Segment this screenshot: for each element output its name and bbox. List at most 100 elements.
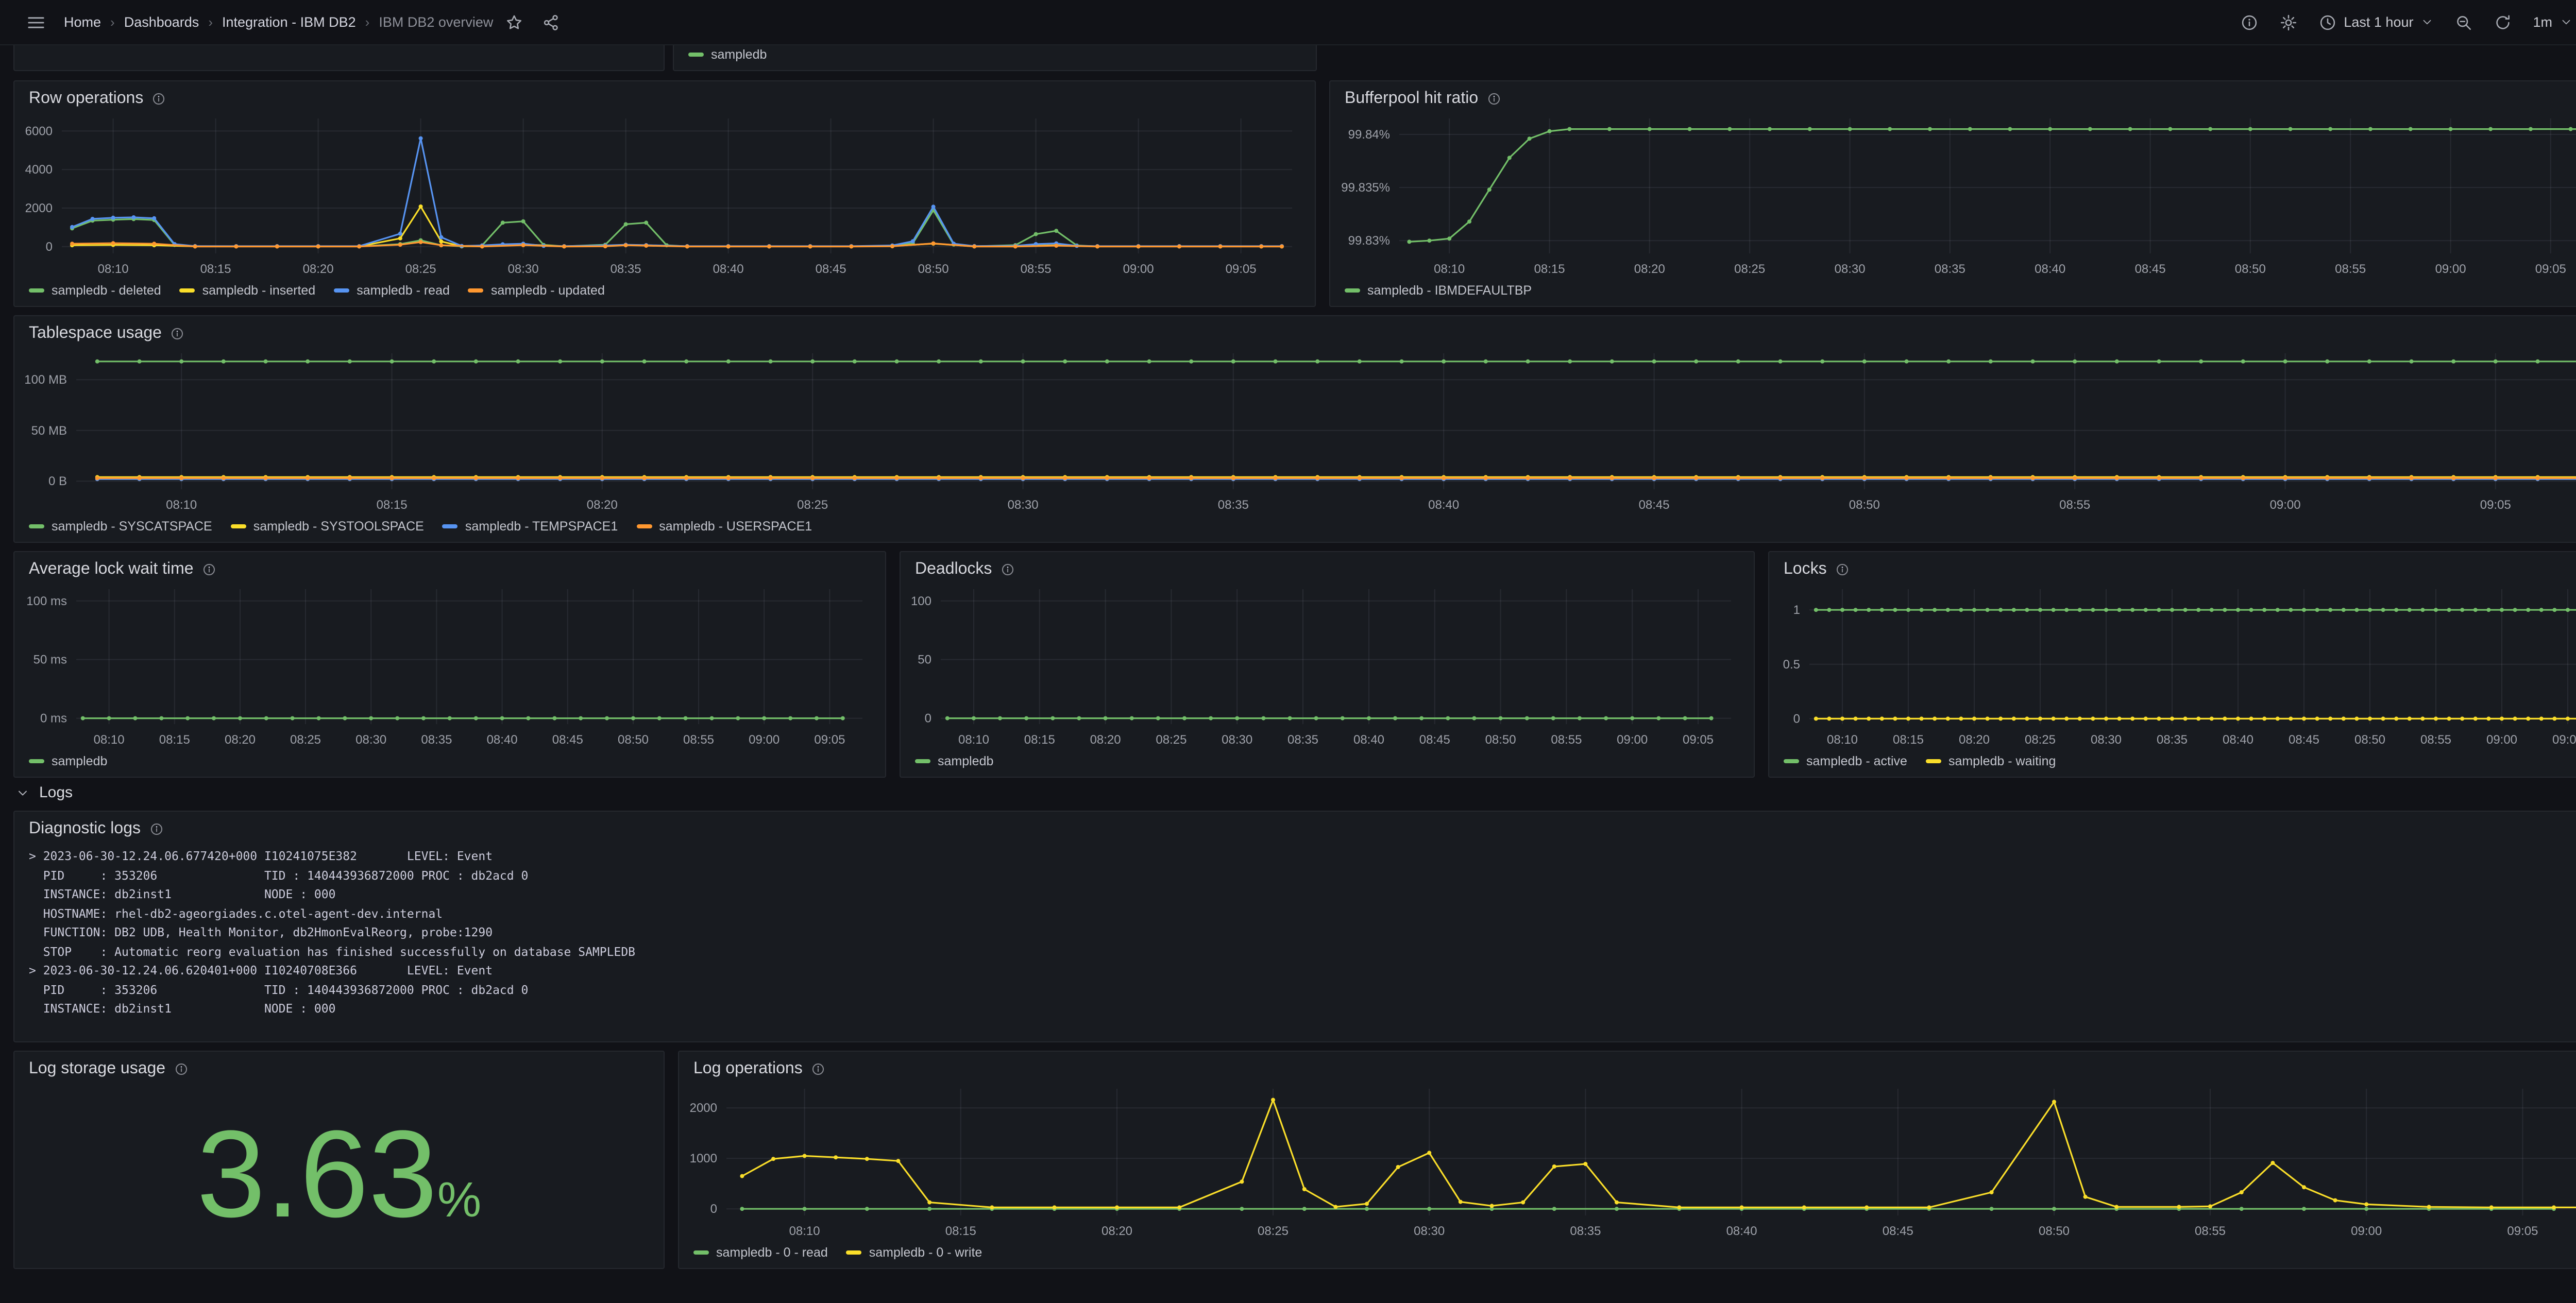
legend-item[interactable]: sampledb - waiting — [1925, 754, 2056, 768]
svg-text:08:15: 08:15 — [159, 733, 190, 747]
menu-toggle-button[interactable] — [19, 7, 54, 38]
legend-item[interactable]: sampledb - SYSCATSPACE — [29, 519, 212, 534]
svg-text:08:25: 08:25 — [1156, 733, 1187, 747]
refresh-icon — [2496, 14, 2510, 29]
hamburger-icon — [28, 16, 44, 28]
legend-swatch — [915, 759, 930, 763]
svg-text:6000: 6000 — [25, 124, 53, 138]
panel-title[interactable]: Deadlocks — [915, 560, 992, 578]
legend-label: sampledb - active — [1806, 754, 1907, 768]
info-circle-icon — [2242, 14, 2257, 30]
timeseries-chart[interactable]: 0 1000 2000 08:10 08:15 08:20 08:25 08:30 08:35 0… — [683, 1081, 2576, 1242]
info-circle-icon[interactable] — [151, 92, 166, 106]
star-outline-icon — [506, 14, 521, 29]
timeseries-chart[interactable]: 99.83% 99.835% 99.84% 08:10 08:15 08:20 08:25 0… — [1334, 110, 2576, 280]
breadcrumb-folder[interactable]: Integration - IBM DB2 — [222, 14, 356, 30]
panel-title[interactable]: Row operations — [29, 90, 144, 107]
legend-item[interactable]: sampledb - deleted — [29, 283, 161, 298]
gear-icon — [2280, 14, 2296, 30]
log-line: FUNCTION: DB2 UDB, Health Monitor, db2Hm… — [29, 925, 493, 939]
legend-item[interactable]: sampledb — [29, 754, 107, 768]
legend-swatch — [29, 759, 44, 763]
legend-item[interactable]: sampledb - read — [334, 283, 450, 298]
dashboard-settings-button[interactable] — [2272, 8, 2304, 37]
row-header-logs[interactable]: Logs — [15, 784, 2576, 801]
info-circle-icon[interactable] — [202, 562, 216, 577]
legend-label: sampledb — [52, 754, 108, 768]
log-line: HOSTNAME: rhel-db2-ageorgiades.c.otel-ag… — [29, 906, 443, 920]
panel-title[interactable]: Locks — [1784, 560, 1827, 578]
legend-item[interactable]: sampledb - SYSTOOLSPACE — [230, 519, 424, 534]
chart-canvas: 99.83% 99.835% 99.84% 08:10 08:15 08:20 08:25 0… — [1341, 118, 2576, 276]
refresh-interval-picker[interactable]: 1m — [2526, 9, 2576, 35]
legend-item[interactable]: sampledb - 0 - read — [693, 1245, 828, 1260]
log-line: INSTANCE: db2inst1 NODE : 000 — [29, 1001, 336, 1016]
legend-item[interactable]: sampledb — [688, 47, 767, 62]
info-circle-icon[interactable] — [149, 822, 163, 836]
legend-item[interactable]: sampledb - TEMPSPACE1 — [442, 519, 618, 534]
breadcrumb-dashboards[interactable]: Dashboards — [124, 14, 199, 30]
svg-text:08:10: 08:10 — [98, 262, 129, 276]
info-circle-icon[interactable] — [1835, 562, 1850, 577]
svg-text:08:35: 08:35 — [611, 262, 641, 276]
dashboard-insights-button[interactable] — [2232, 8, 2265, 37]
panel-title[interactable]: Log storage usage — [29, 1060, 166, 1077]
info-circle-icon[interactable] — [170, 327, 184, 341]
timeseries-chart[interactable]: 0 ms 50 ms 100 ms 08:10 08:15 08:20 08:25 08:30… — [19, 581, 877, 751]
zoom-out-time-range-button[interactable] — [2447, 8, 2480, 37]
info-circle-icon[interactable] — [1486, 92, 1501, 106]
svg-text:08:10: 08:10 — [94, 733, 125, 747]
panel-title[interactable]: Average lock wait time — [29, 560, 194, 578]
panel-bufferpool-hit-ratio: Bufferpool hit ratio 99.83% 99.835% 99.84%… — [1329, 80, 2576, 307]
timeseries-chart[interactable]: 0 B 50 MB 100 MB 08:10 08:15 08:20 08:25 08:30 0… — [19, 345, 2576, 516]
panel-header: Log operations — [679, 1052, 2576, 1081]
panel-title[interactable]: Bufferpool hit ratio — [1345, 90, 1479, 107]
svg-text:0 B: 0 B — [48, 474, 67, 488]
svg-text:08:45: 08:45 — [552, 733, 583, 747]
breadcrumb-home[interactable]: Home — [64, 14, 101, 30]
info-circle-icon[interactable] — [174, 1062, 188, 1076]
svg-text:1: 1 — [1793, 603, 1800, 617]
svg-text:08:45: 08:45 — [2135, 262, 2166, 276]
legend-item[interactable]: sampledb - USERSPACE1 — [636, 519, 812, 534]
refresh-dashboard-button[interactable] — [2486, 8, 2519, 37]
legend-label: sampledb - 0 - write — [869, 1245, 982, 1260]
timeseries-chart[interactable]: 0 2000 4000 6000 08:10 08:15 08:20 08:25 08:30 08… — [19, 110, 1307, 280]
panel-row: Tablespace usage 0 B 50 MB 100 MB 08:10 08:1… — [13, 315, 2576, 543]
partial-panel — [13, 45, 665, 71]
svg-text:08:35: 08:35 — [1287, 733, 1318, 747]
timeseries-chart[interactable]: 0 50 100 08:10 08:15 08:20 08:25 08:30 08:35 08:4… — [905, 581, 1745, 751]
timeseries-chart[interactable]: 0 0.5 1 08:10 08:15 08:20 08:25 08:30 08:35 08:40… — [1773, 581, 2576, 751]
panel-header: Row operations — [14, 81, 1315, 110]
panel-legend: sampledb — [14, 751, 885, 777]
legend-item[interactable]: sampledb — [915, 754, 993, 768]
legend-item[interactable]: sampledb - IBMDEFAULTBP — [1345, 283, 1532, 298]
svg-text:08:45: 08:45 — [1639, 498, 1670, 512]
star-dashboard-button[interactable] — [497, 8, 530, 37]
svg-text:08:40: 08:40 — [1726, 1224, 1757, 1238]
panel-title[interactable]: Diagnostic logs — [29, 820, 141, 837]
panel-title[interactable]: Tablespace usage — [29, 324, 162, 342]
legend-item[interactable]: sampledb - active — [1784, 754, 1907, 768]
panel-header: Average lock wait time — [14, 552, 885, 581]
chart-canvas: 0 B 50 MB 100 MB 08:10 08:15 08:20 08:25 08:30 0… — [24, 353, 2576, 512]
info-circle-icon[interactable] — [811, 1062, 825, 1076]
time-range-picker[interactable]: Last 1 hour — [2311, 8, 2441, 37]
legend-label: sampledb - SYSTOOLSPACE — [253, 519, 424, 534]
share-dashboard-button[interactable] — [534, 8, 567, 37]
panel-diagnostic-logs: Diagnostic logs > 2023-06-30-12.24.06.67… — [13, 811, 2576, 1042]
log-line[interactable]: > 2023-06-30-12.24.06.620401+000 I102407… — [29, 963, 493, 978]
svg-text:08:50: 08:50 — [2354, 733, 2385, 747]
legend-item[interactable]: sampledb - updated — [468, 283, 605, 298]
legend-item[interactable]: sampledb - 0 - write — [846, 1245, 982, 1260]
log-line[interactable]: > 2023-06-30-12.24.06.677420+000 I102410… — [29, 849, 493, 863]
svg-text:4000: 4000 — [25, 163, 53, 177]
stat-value: 3.63 — [196, 1105, 437, 1243]
stat-unit: % — [437, 1173, 482, 1228]
info-circle-icon[interactable] — [1000, 562, 1014, 577]
panel-title[interactable]: Log operations — [693, 1060, 803, 1077]
chevron-down-icon — [19, 790, 27, 795]
legend-item[interactable]: sampledb - inserted — [179, 283, 315, 298]
svg-text:99.84%: 99.84% — [1348, 128, 1390, 142]
svg-text:08:20: 08:20 — [1959, 733, 1990, 747]
